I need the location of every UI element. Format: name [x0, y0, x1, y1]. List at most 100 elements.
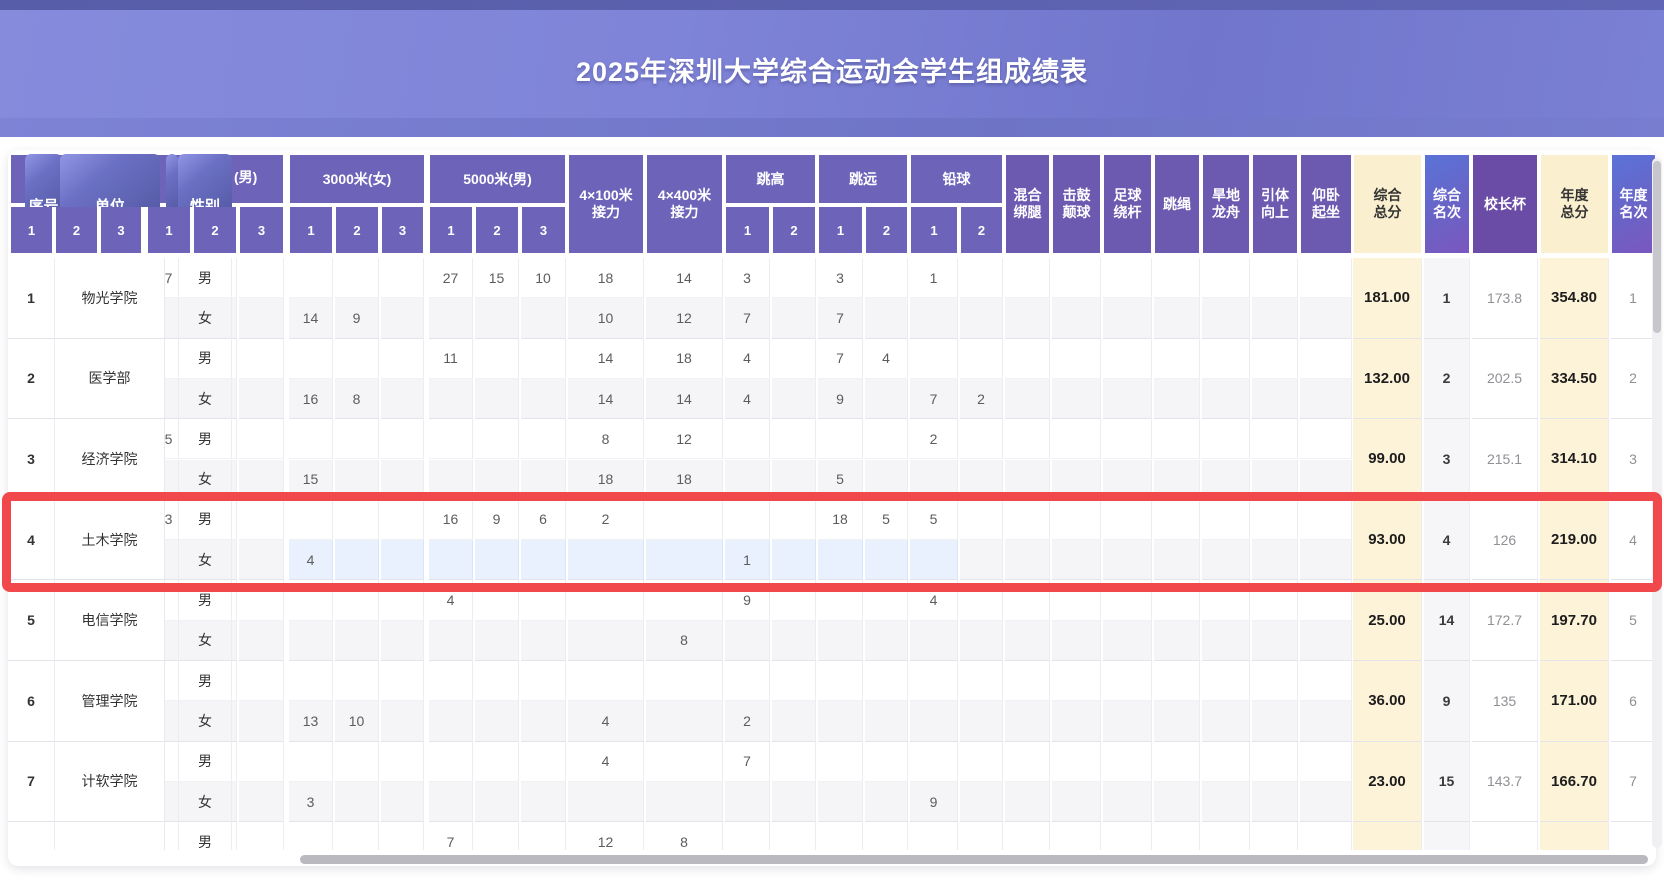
cell-c1-female-row2[interactable]: 16	[289, 378, 333, 420]
cell-d2-female-row6[interactable]	[475, 701, 519, 742]
cell-zq-male-row6[interactable]	[1103, 661, 1152, 702]
cell-tg2-female-row6[interactable]	[772, 701, 816, 742]
cell-zq-female-row6[interactable]	[1103, 701, 1152, 742]
cell-qq1-male-row8[interactable]	[910, 822, 958, 850]
cell-tg2-male-row4[interactable]	[772, 499, 816, 541]
annual-rank-row6[interactable]: 6	[1611, 661, 1656, 742]
cell-jg-female-row3[interactable]	[1052, 459, 1101, 500]
cell-tg1-female-row5[interactable]	[725, 620, 770, 661]
cell-hd-female-row3[interactable]	[1005, 459, 1050, 500]
cell-yw-male-row1[interactable]	[1300, 258, 1352, 299]
cell-b3-female-row7[interactable]	[239, 781, 284, 823]
cell-yt-female-row2[interactable]	[1252, 378, 1298, 420]
cell-tg2-female-row5[interactable]	[772, 620, 816, 661]
seq-cell-row2[interactable]: 2	[8, 338, 55, 420]
cell-c3-male-row6[interactable]	[381, 661, 424, 702]
principal-cup-score-row1[interactable]: 173.8	[1472, 258, 1538, 339]
annual-total-row1[interactable]: 354.80	[1540, 258, 1609, 339]
cell-tg1-male-row3[interactable]	[725, 419, 770, 460]
cell-c1-male-row3[interactable]	[289, 419, 333, 460]
cell-lz-male-row7[interactable]	[1202, 741, 1250, 782]
cell-qq1-female-row4[interactable]	[910, 540, 958, 581]
total-score-row1[interactable]: 181.00	[1353, 258, 1422, 339]
gender-cell-row2-male[interactable]: 男	[178, 338, 232, 379]
cell-hd-male-row5[interactable]	[1005, 580, 1050, 621]
cell-qq2-female-row4[interactable]	[960, 540, 1003, 581]
cell-c2-male-row3[interactable]	[335, 419, 379, 460]
cell-ty2-male-row4[interactable]: 5	[865, 499, 908, 541]
cell-ts-male-row5[interactable]	[1154, 580, 1200, 621]
total-rank-row5[interactable]: 14	[1424, 580, 1470, 661]
cell-r400-male-row2[interactable]: 18	[646, 338, 723, 379]
cell-b3-female-row2[interactable]	[239, 378, 284, 420]
cell-b3-female-row6[interactable]	[239, 701, 284, 742]
cell-ts-female-row5[interactable]	[1154, 620, 1200, 661]
total-score-row3[interactable]: 99.00	[1353, 419, 1422, 500]
cell-d3-female-row6[interactable]	[521, 701, 566, 742]
cell-r100-male-row7[interactable]: 4	[568, 741, 644, 782]
cell-ts-male-row3[interactable]	[1154, 419, 1200, 460]
cell-yt-female-row7[interactable]	[1252, 781, 1298, 823]
cell-hd-female-row1[interactable]	[1005, 298, 1050, 339]
cell-jg-female-row1[interactable]	[1052, 298, 1101, 339]
cell-r100-female-row1[interactable]: 10	[568, 298, 644, 339]
seq-cell-row8[interactable]	[8, 822, 55, 850]
cell-d1-male-row3[interactable]	[429, 419, 473, 460]
gender-cell-row3-female[interactable]: 女	[178, 459, 232, 500]
cell-tg2-male-row3[interactable]	[772, 419, 816, 460]
cell-zq-female-row5[interactable]	[1103, 620, 1152, 661]
cell-yt-female-row5[interactable]	[1252, 620, 1298, 661]
annual-rank-row2[interactable]: 2	[1611, 338, 1656, 420]
total-score-row7[interactable]: 23.00	[1353, 741, 1422, 823]
cell-jg-female-row4[interactable]	[1052, 540, 1101, 581]
cell-tg2-female-row3[interactable]	[772, 459, 816, 500]
cell-b3-female-row4[interactable]	[239, 540, 284, 581]
cell-ty1-female-row5[interactable]	[818, 620, 863, 661]
cell-yw-male-row8[interactable]	[1300, 822, 1352, 850]
cell-zq-female-row7[interactable]	[1103, 781, 1152, 823]
cell-jg-female-row5[interactable]	[1052, 620, 1101, 661]
unit-cell-row2[interactable]: 医学部	[55, 338, 165, 420]
cell-d2-male-row3[interactable]	[475, 419, 519, 460]
cell-ty2-female-row2[interactable]	[865, 378, 908, 420]
cell-qq1-female-row5[interactable]	[910, 620, 958, 661]
cell-hd-male-row6[interactable]	[1005, 661, 1050, 702]
unit-cell-row1[interactable]: 物光学院	[55, 258, 165, 339]
cell-b3-male-row8[interactable]	[239, 822, 284, 850]
cell-r400-female-row3[interactable]: 18	[646, 459, 723, 500]
cell-zq-female-row3[interactable]	[1103, 459, 1152, 500]
cell-zq-male-row8[interactable]	[1103, 822, 1152, 850]
gender-cell-row4-female[interactable]: 女	[178, 540, 232, 581]
cell-c2-female-row3[interactable]	[335, 459, 379, 500]
cell-qq1-female-row6[interactable]	[910, 701, 958, 742]
cell-qq1-male-row5[interactable]: 4	[910, 580, 958, 621]
cell-c2-male-row6[interactable]	[335, 661, 379, 702]
cell-qq2-male-row4[interactable]	[960, 499, 1003, 541]
cell-d1-female-row4[interactable]	[429, 540, 473, 581]
cell-yt-male-row8[interactable]	[1252, 822, 1298, 850]
gender-cell-row5-male[interactable]: 男	[178, 580, 232, 621]
cell-d1-male-row2[interactable]: 11	[429, 338, 473, 379]
cell-lz-male-row6[interactable]	[1202, 661, 1250, 702]
vertical-scrollbar[interactable]	[1652, 158, 1662, 848]
cell-ts-male-row4[interactable]	[1154, 499, 1200, 541]
cell-tg1-female-row7[interactable]	[725, 781, 770, 823]
annual-total-row5[interactable]: 197.70	[1540, 580, 1609, 661]
principal-cup-score-row7[interactable]: 143.7	[1472, 741, 1538, 823]
cell-d1-female-row6[interactable]	[429, 701, 473, 742]
total-rank-row8[interactable]	[1424, 822, 1470, 850]
cell-ts-female-row3[interactable]	[1154, 459, 1200, 500]
cell-lz-male-row1[interactable]	[1202, 258, 1250, 299]
cell-jg-male-row1[interactable]	[1052, 258, 1101, 299]
cell-d1-male-row8[interactable]: 7	[429, 822, 473, 850]
cell-r100-female-row3[interactable]: 18	[568, 459, 644, 500]
cell-lz-female-row1[interactable]	[1202, 298, 1250, 339]
cell-d3-male-row1[interactable]: 10	[521, 258, 566, 299]
cell-c2-male-row4[interactable]	[335, 499, 379, 541]
cell-r100-female-row2[interactable]: 14	[568, 378, 644, 420]
cell-hd-male-row3[interactable]	[1005, 419, 1050, 460]
cell-ty2-female-row6[interactable]	[865, 701, 908, 742]
cell-qq2-female-row6[interactable]	[960, 701, 1003, 742]
annual-total-row7[interactable]: 166.70	[1540, 741, 1609, 823]
cell-ty1-male-row3[interactable]	[818, 419, 863, 460]
